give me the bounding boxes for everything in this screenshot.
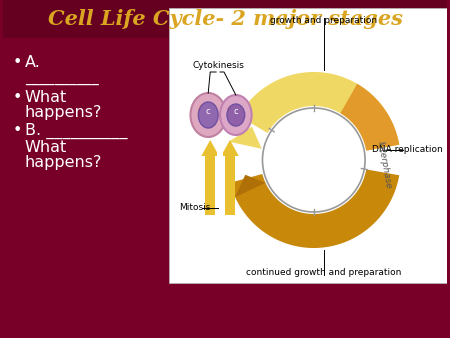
Text: Interphase: Interphase xyxy=(376,140,393,190)
Text: __________: __________ xyxy=(25,70,99,85)
Text: What: What xyxy=(25,90,67,105)
Text: c: c xyxy=(234,107,238,117)
Ellipse shape xyxy=(220,95,252,135)
Text: A.: A. xyxy=(25,55,40,70)
Polygon shape xyxy=(221,140,239,156)
Text: Mitosis: Mitosis xyxy=(179,203,210,213)
Bar xyxy=(225,156,235,215)
Bar xyxy=(217,140,223,215)
Bar xyxy=(169,8,447,283)
Ellipse shape xyxy=(190,93,226,137)
Polygon shape xyxy=(235,175,266,197)
Text: B. __________: B. __________ xyxy=(25,123,127,139)
Polygon shape xyxy=(229,127,261,149)
Polygon shape xyxy=(238,72,399,151)
Text: DNA replication: DNA replication xyxy=(372,145,443,154)
Text: c: c xyxy=(206,107,211,117)
Text: happens?: happens? xyxy=(25,155,102,170)
Text: happens?: happens? xyxy=(25,105,102,120)
Text: Cytokinesis: Cytokinesis xyxy=(192,61,244,70)
Bar xyxy=(3,0,447,38)
Ellipse shape xyxy=(198,102,218,128)
Text: What: What xyxy=(25,140,67,155)
Text: Cell Life Cycle- 2 major stages: Cell Life Cycle- 2 major stages xyxy=(48,9,402,29)
Polygon shape xyxy=(230,169,399,248)
Text: •: • xyxy=(13,123,22,138)
Polygon shape xyxy=(340,84,399,151)
Text: •: • xyxy=(13,90,22,105)
Ellipse shape xyxy=(227,104,245,126)
Ellipse shape xyxy=(198,103,212,115)
Polygon shape xyxy=(201,140,219,156)
Text: continued growth and preparation: continued growth and preparation xyxy=(246,268,401,277)
Text: •: • xyxy=(13,55,22,70)
Bar xyxy=(205,156,215,215)
Ellipse shape xyxy=(227,105,239,115)
Text: growth and preparation: growth and preparation xyxy=(270,16,377,25)
